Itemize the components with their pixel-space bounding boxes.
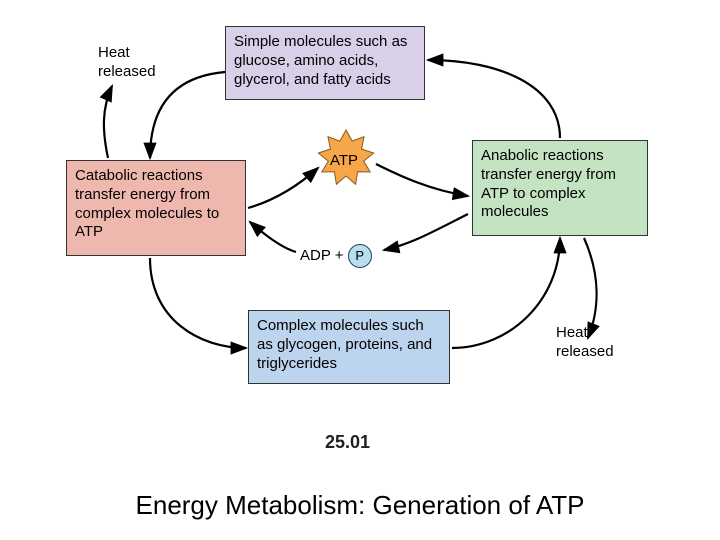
phosphate-icon: P bbox=[348, 244, 372, 268]
simple-to-catabolic bbox=[150, 72, 225, 158]
atp-to-anabolic bbox=[376, 164, 468, 196]
heat-right-arrow bbox=[584, 238, 597, 338]
complex-molecules-text: Complex molecules such as glycogen, prot… bbox=[257, 317, 432, 372]
adp-plus-p-label: ADP + P bbox=[300, 244, 372, 268]
catabolic-to-atp bbox=[248, 168, 318, 208]
anabolic-to-simple bbox=[428, 60, 560, 138]
catabolic-to-complex bbox=[150, 258, 246, 348]
catabolic-reactions-text: Catabolic reactions transfer energy from… bbox=[75, 167, 219, 240]
anabolic-reactions-box: Anabolic reactions transfer energy from … bbox=[472, 140, 648, 236]
heat-released-right-label: Heatreleased bbox=[556, 324, 614, 362]
simple-molecules-box: Simple molecules such as glucose, amino … bbox=[225, 26, 425, 100]
catabolic-reactions-box: Catabolic reactions transfer energy from… bbox=[66, 160, 246, 256]
figure-number: 25.01 bbox=[325, 432, 370, 453]
anabolic-reactions-text: Anabolic reactions transfer energy from … bbox=[481, 147, 616, 220]
adp-to-catabolic bbox=[250, 222, 296, 252]
diagram-stage: Simple molecules such as glucose, amino … bbox=[0, 0, 720, 540]
heat-left-arrow bbox=[104, 86, 112, 158]
complex-molecules-box: Complex molecules such as glycogen, prot… bbox=[248, 310, 450, 384]
adp-text: ADP + bbox=[300, 247, 344, 264]
simple-molecules-text: Simple molecules such as glucose, amino … bbox=[234, 33, 407, 88]
atp-label: ATP bbox=[330, 152, 358, 169]
slide-title: Energy Metabolism: Generation of ATP bbox=[0, 490, 720, 521]
heat-released-left-label: Heatreleased bbox=[98, 44, 156, 82]
complex-to-anabolic bbox=[452, 238, 560, 348]
anabolic-to-adp bbox=[384, 214, 468, 250]
